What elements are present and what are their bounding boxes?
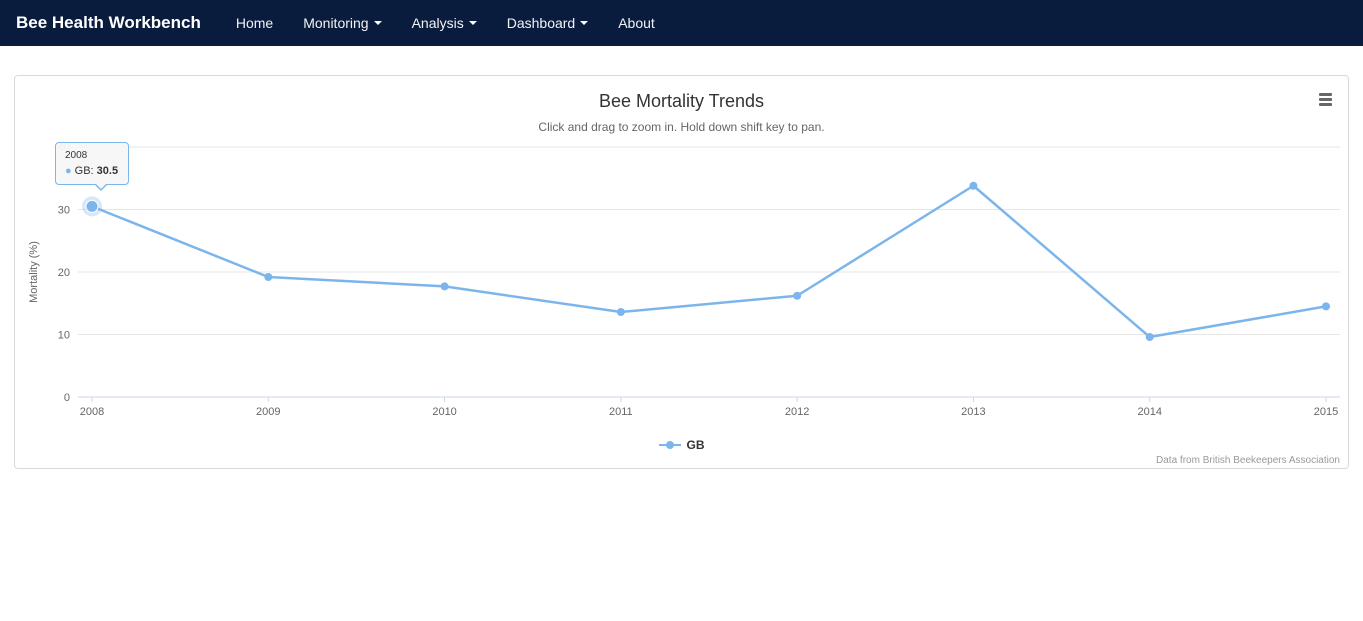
nav-items: Home Monitoring Analysis Dashboard About (221, 0, 670, 46)
tooltip-header: 2008 (65, 150, 88, 161)
x-axis-tick-label: 2011 (609, 406, 633, 418)
caret-down-icon (468, 21, 477, 25)
tooltip-series-label: GB: (74, 165, 97, 177)
mortality-trends-chart[interactable]: 0102030402008200920102011201220132014201… (15, 137, 1348, 432)
chart-subtitle: Click and drag to zoom in. Hold down shi… (538, 120, 825, 134)
x-axis-tick-label: 2015 (1314, 406, 1338, 418)
chart-title: Bee Mortality Trends (598, 91, 765, 111)
x-axis-tick-label: 2014 (1137, 406, 1161, 418)
nav-item-monitoring[interactable]: Monitoring (288, 0, 396, 46)
data-point-2015[interactable] (1322, 302, 1330, 311)
x-axis-tick-label: 2009 (256, 406, 280, 418)
data-point-2013[interactable] (969, 181, 978, 190)
data-point-2011[interactable] (616, 308, 625, 316)
brand-link[interactable]: Bee Health Workbench (16, 13, 201, 32)
hamburger-icon-bar (1319, 98, 1332, 101)
y-axis-tick-label: 20 (58, 267, 70, 279)
y-axis-tick-label: 0 (64, 392, 70, 404)
data-point-2009[interactable] (264, 273, 273, 281)
nav-item-dashboard[interactable]: Dashboard (492, 0, 604, 46)
nav-item-analysis-label: Analysis (411, 15, 464, 31)
hamburger-icon-bar (1319, 93, 1332, 96)
tooltip-body: ● GB: 30.5 (65, 165, 118, 177)
y-axis-tick-label: 30 (58, 205, 70, 217)
top-navbar: Bee Health Workbench Home Monitoring Ana… (0, 0, 1363, 46)
y-axis-title: Mortality (%) (28, 241, 40, 303)
chart-panel: Bee Mortality Trends Click and drag to z… (14, 75, 1349, 469)
tooltip-point-marker-icon: ● (65, 165, 72, 177)
caret-down-icon (580, 21, 589, 25)
data-point-2012[interactable] (793, 291, 802, 300)
x-axis-tick-label: 2010 (432, 406, 456, 418)
legend-item-gb[interactable]: GB (15, 436, 1348, 454)
data-point-2008[interactable] (85, 199, 99, 213)
nav-item-home-label: Home (235, 15, 274, 31)
x-axis-tick-label: 2008 (80, 406, 104, 418)
data-point-2010[interactable] (440, 282, 449, 291)
nav-item-about-label: About (618, 15, 655, 31)
tooltip-value: 30.5 (96, 165, 119, 177)
hamburger-icon-bar (1319, 103, 1332, 106)
x-axis-tick-label: 2013 (961, 406, 985, 418)
legend-marker-icon (658, 441, 681, 449)
chart-tooltip: 2008 ● GB: 30.5 (55, 142, 130, 191)
nav-item-home[interactable]: Home (221, 0, 288, 46)
y-axis-tick-label: 10 (58, 330, 70, 342)
series-line-gb (90, 184, 1328, 339)
data-point-2014[interactable] (1145, 333, 1154, 341)
x-axis-tick-label: 2012 (785, 406, 809, 418)
legend-label: GB (686, 438, 705, 452)
nav-item-monitoring-label: Monitoring (303, 15, 369, 31)
chart-credits-link[interactable]: Data from British Beekeepers Association (1156, 455, 1340, 466)
nav-item-dashboard-label: Dashboard (506, 15, 576, 31)
caret-down-icon (373, 21, 382, 25)
nav-item-about[interactable]: About (603, 0, 670, 46)
nav-item-analysis[interactable]: Analysis (397, 0, 492, 46)
chart-export-menu-button[interactable] (1317, 89, 1334, 110)
